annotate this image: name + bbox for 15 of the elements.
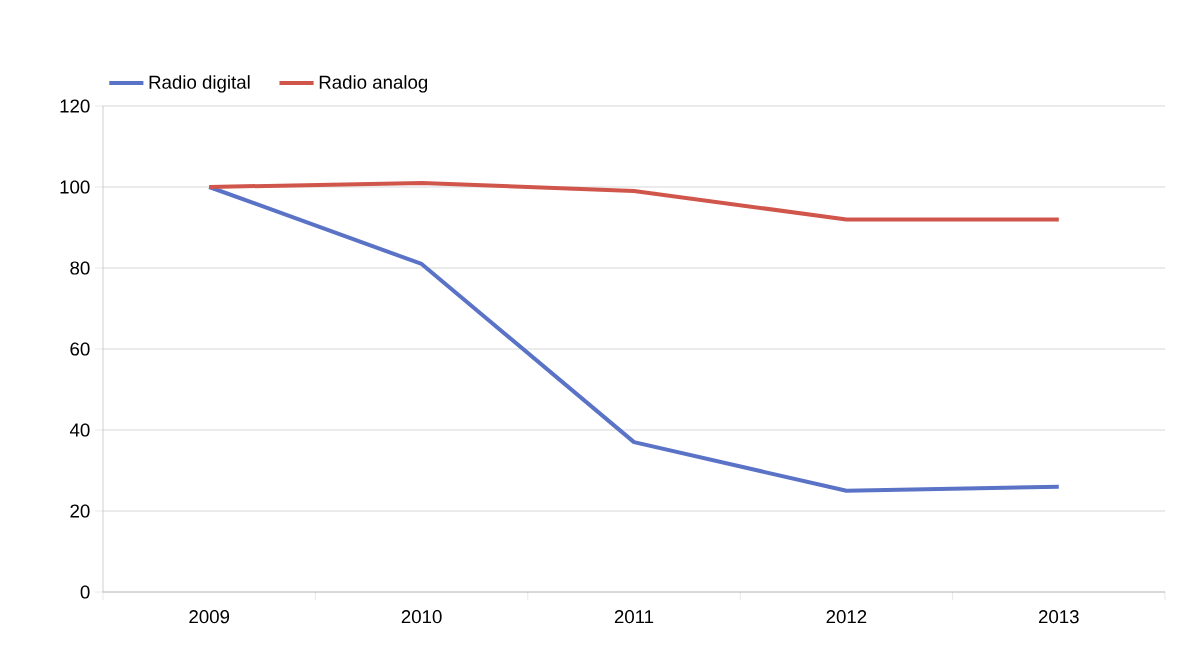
y-tick-label: 0 xyxy=(80,585,90,599)
x-tick-label: 2013 xyxy=(1038,610,1079,624)
legend-label: Radio digital xyxy=(149,75,250,93)
y-tick-label: 80 xyxy=(70,261,90,275)
x-tick-label: 2009 xyxy=(189,610,230,624)
y-tick-label: 20 xyxy=(70,504,90,518)
x-tick-label: 2010 xyxy=(401,610,442,624)
x-tick-label: 2011 xyxy=(614,610,654,624)
y-tick-label: 120 xyxy=(60,99,90,113)
y-tick-label: 40 xyxy=(69,423,90,437)
y-tick-label: 100 xyxy=(60,180,90,194)
x-tick-label: 2012 xyxy=(826,610,867,624)
line-series xyxy=(207,180,1061,222)
legend-label: Radio analog xyxy=(319,75,428,93)
y-tick-label: 60 xyxy=(70,342,90,356)
